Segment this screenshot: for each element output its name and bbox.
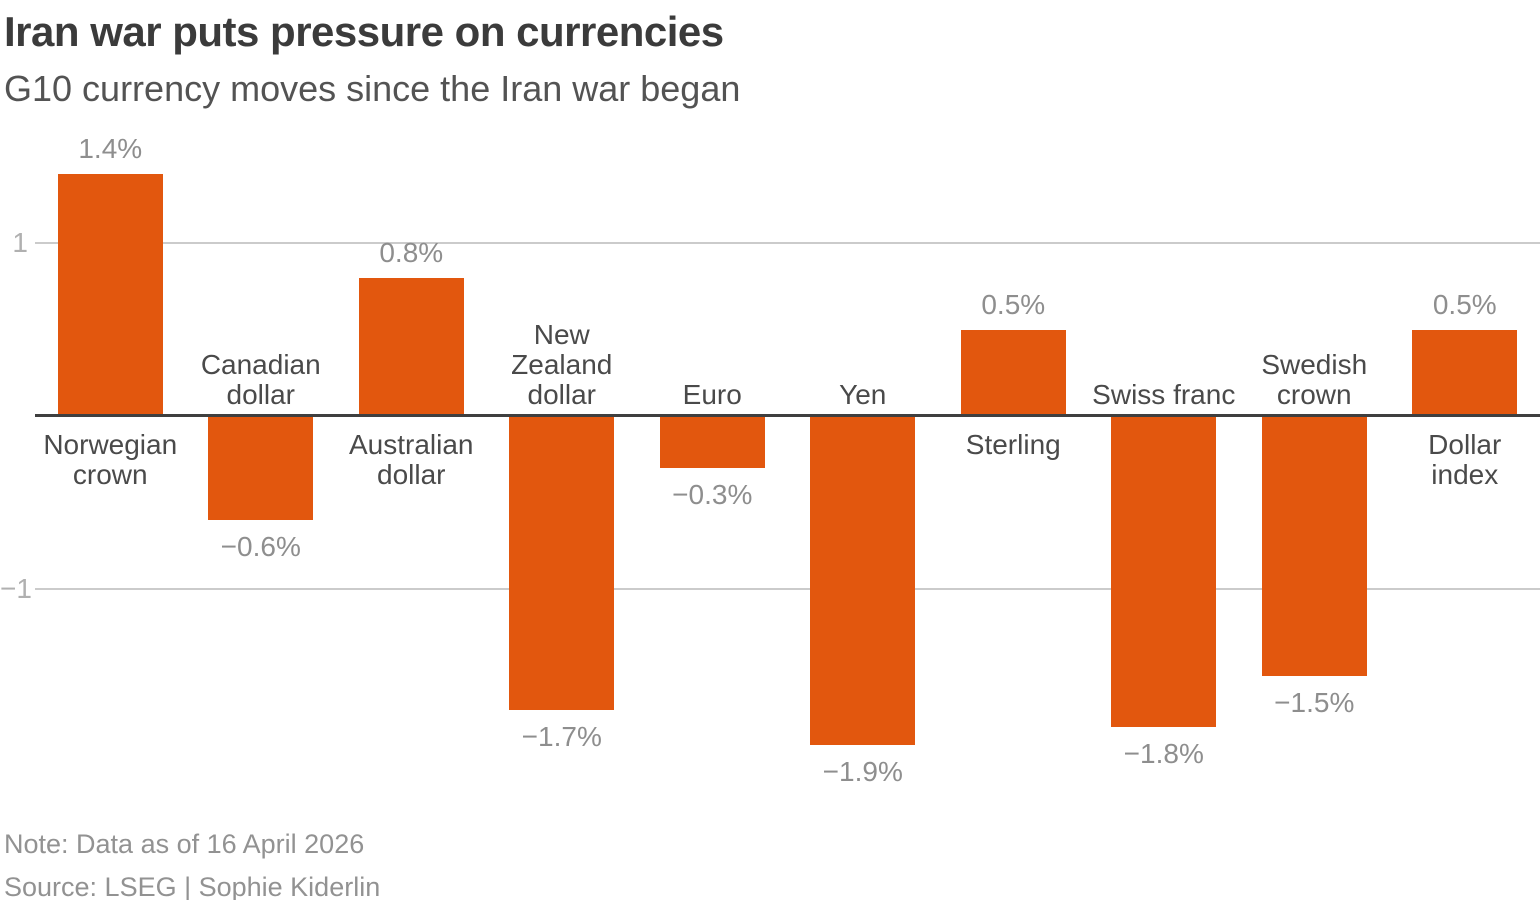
bar-category-label-line: Sterling (965, 429, 1061, 460)
bar-new-zealand-dollar (509, 416, 615, 711)
bar-category-label-line: dollar (377, 459, 446, 490)
bar-value-label-swedish-crown: −1.5% (1274, 686, 1355, 718)
bar-category-label-line: Zealand (511, 349, 613, 380)
gridline-y--1 (35, 588, 1540, 590)
bar-category-label-swiss-franc: Swiss franc (1092, 380, 1235, 410)
chart-title: Iran war puts pressure on currencies (4, 8, 724, 55)
bar-category-label-sterling: Sterling (966, 430, 1061, 460)
bar-category-label-norwegian-crown: Norwegian crown (43, 430, 177, 490)
bar-category-label-yen: Yen (839, 380, 886, 410)
bar-category-label-euro: Euro (683, 380, 742, 410)
bar-category-label-line: Dollar (1428, 429, 1502, 460)
bar-value-label-yen: −1.9% (822, 755, 903, 787)
bar-norwegian-crown (57, 173, 163, 416)
bar-category-label-dollar-index: Dollar index (1428, 430, 1501, 490)
bar-euro (659, 416, 765, 468)
bar-value-label-sterling: 0.5% (981, 288, 1046, 320)
bar-sterling (960, 329, 1066, 416)
bar-category-label-canadian-dollar: Canadian dollar (201, 350, 321, 410)
bar-category-label-line: Swiss franc (1092, 379, 1236, 410)
bar-category-label-line: Norwegian (43, 429, 178, 460)
bar-category-label-line: dollar (226, 379, 295, 410)
bar-category-label-line: Australian (348, 429, 474, 460)
bar-category-label-line: Yen (839, 379, 887, 410)
bar-dollar-index (1412, 329, 1518, 416)
footer-note: Note: Data as of 16 April 2026 (4, 829, 365, 859)
bar-category-label-line: dollar (527, 379, 596, 410)
y-axis-tick-label: 1 (12, 227, 28, 258)
bar-category-label-line: Swedish (1261, 349, 1368, 380)
footer-source: Source: LSEG | Sophie Kiderlin (4, 872, 381, 900)
bar-value-label-norwegian-crown: 1.4% (78, 132, 143, 164)
bar-category-label-line: crown (72, 459, 148, 490)
bar-category-label-australian-dollar: Australian dollar (349, 430, 474, 490)
bar-category-label-line: New (533, 319, 590, 350)
bar-value-label-canadian-dollar: −0.6% (220, 530, 301, 562)
zero-axis-line (35, 414, 1540, 417)
gridline-y-1 (35, 242, 1540, 244)
bar-value-label-new-zealand-dollar: −1.7% (521, 721, 602, 753)
bar-australian-dollar (358, 277, 464, 416)
bar-category-label-line: index (1431, 459, 1499, 490)
bar-category-label-line: Euro (682, 379, 742, 410)
bar-category-label-new-zealand-dollar: New Zealand dollar (511, 320, 612, 410)
bar-category-label-swedish-crown: Swedish crown (1261, 350, 1367, 410)
bar-swedish-crown (1261, 416, 1367, 676)
bar-value-label-euro: −0.3% (672, 478, 753, 510)
bar-category-label-line: Canadian (200, 349, 321, 380)
bar-yen (810, 416, 916, 745)
bar-value-label-swiss-franc: −1.8% (1123, 738, 1204, 770)
bar-category-label-line: crown (1276, 379, 1352, 410)
bar-canadian-dollar (208, 416, 314, 520)
bar-value-label-australian-dollar: 0.8% (379, 236, 444, 268)
bar-value-label-dollar-index: 0.5% (1432, 288, 1497, 320)
chart-subtitle: G10 currency moves since the Iran war be… (4, 68, 741, 109)
y-axis-tick-label: −1 (0, 573, 32, 604)
bar-swiss-franc (1111, 416, 1217, 728)
